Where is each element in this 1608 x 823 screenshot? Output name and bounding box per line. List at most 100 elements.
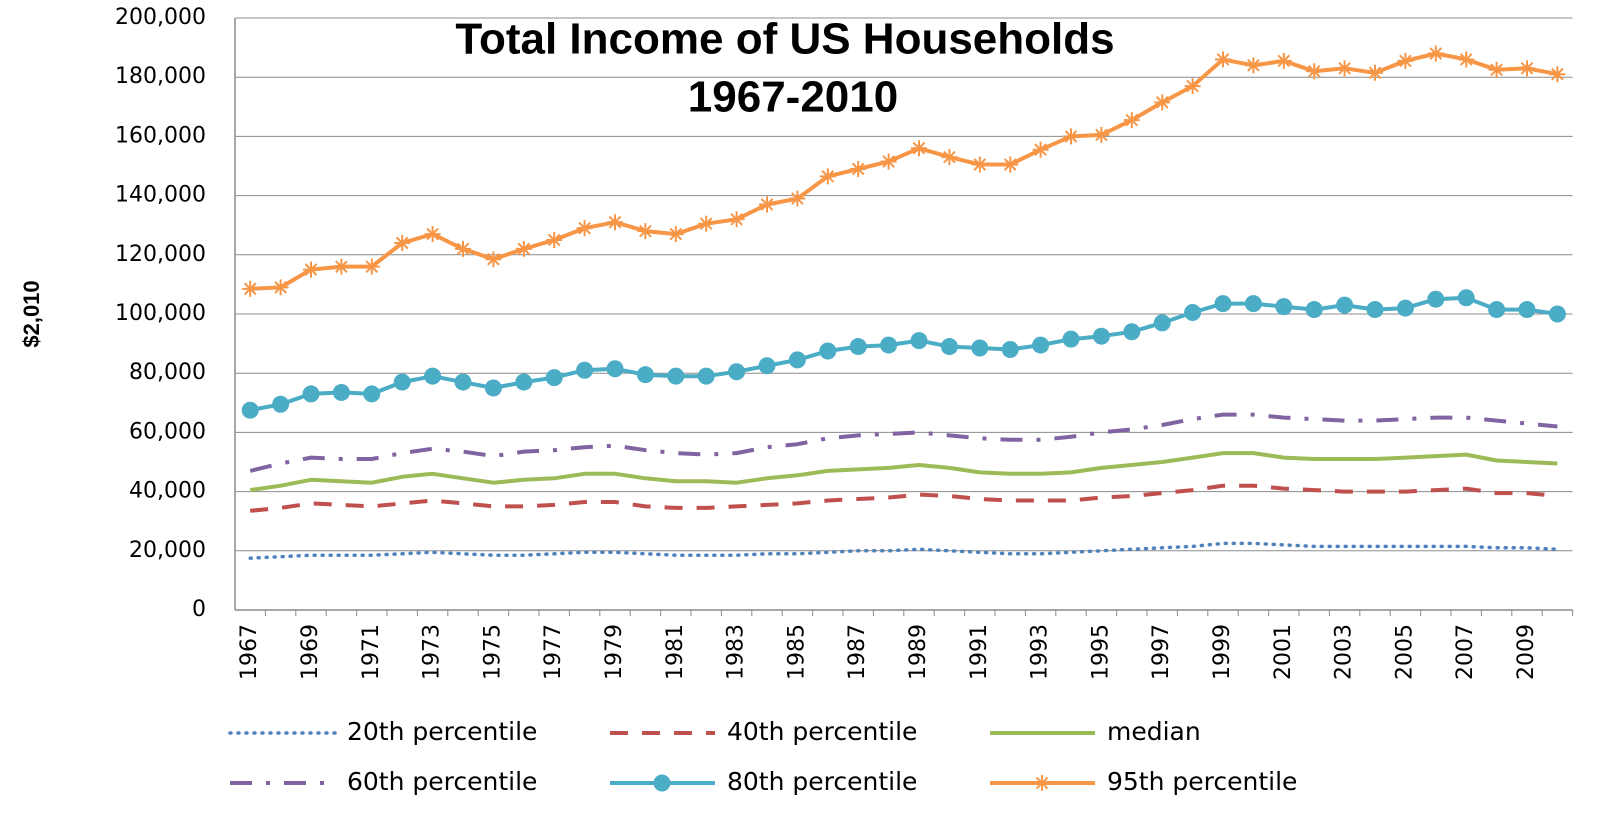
y-tick-label: 120,000 [115, 242, 206, 267]
point-stroke [912, 141, 926, 155]
point-stroke [791, 192, 804, 205]
point [1488, 301, 1506, 319]
point [1275, 52, 1292, 69]
point [393, 373, 411, 391]
point [302, 385, 320, 403]
point [1184, 78, 1201, 95]
point-stroke [1277, 54, 1291, 68]
point [545, 369, 563, 387]
point [728, 211, 745, 228]
point [697, 367, 715, 385]
point [606, 360, 624, 378]
y-tick-label: 100,000 [115, 301, 206, 326]
point [1123, 112, 1140, 129]
chart-subtitle: 1967-2010 [688, 73, 898, 122]
point [653, 774, 671, 792]
point [1548, 305, 1566, 323]
point [819, 168, 836, 185]
point [1184, 304, 1202, 322]
point-stroke [1520, 62, 1534, 75]
legend-label: median [1107, 717, 1201, 746]
point [1305, 301, 1323, 319]
point [880, 153, 897, 170]
x-tick-label: 1981 [663, 624, 688, 680]
line [249, 451, 1558, 493]
point-stroke [1186, 79, 1199, 93]
x-tick-label: 2009 [1514, 624, 1539, 680]
point-stroke [335, 260, 348, 273]
x-tick-label: 1979 [602, 624, 627, 680]
point [332, 383, 350, 401]
point [789, 190, 806, 207]
line [250, 51, 1558, 291]
x-tick-label: 2005 [1392, 624, 1417, 680]
point [515, 373, 533, 391]
point [454, 373, 472, 391]
point [698, 215, 715, 232]
point-stroke [1551, 67, 1564, 81]
x-tick-label: 1997 [1149, 624, 1174, 680]
point [728, 363, 746, 381]
point-stroke [456, 242, 470, 256]
x-tick-label: 2007 [1453, 624, 1478, 680]
point [971, 339, 989, 357]
point-stroke [1095, 128, 1108, 142]
point [1519, 60, 1535, 77]
point [485, 251, 502, 268]
point [1123, 323, 1141, 341]
point-stroke [274, 281, 287, 294]
x-tick-label: 2003 [1332, 624, 1357, 680]
point [576, 361, 594, 379]
x-tick-label: 1985 [784, 624, 809, 680]
x-tick-label: 2001 [1271, 624, 1296, 680]
point [667, 226, 684, 243]
x-tick-label: 1991 [967, 624, 992, 680]
point-stroke [1459, 53, 1473, 66]
point-stroke [578, 221, 591, 235]
point-stroke [1368, 66, 1382, 80]
point [1154, 94, 1171, 111]
point [637, 223, 654, 240]
point [1518, 301, 1536, 319]
x-tick-label: 1993 [1028, 624, 1053, 680]
point [1214, 295, 1232, 313]
y-tick-label: 0 [192, 597, 206, 622]
point-stroke [1490, 63, 1503, 77]
point [1275, 298, 1293, 316]
point [788, 351, 806, 369]
point-stroke [669, 227, 683, 241]
point-stroke [730, 212, 743, 226]
point [667, 367, 685, 385]
y-tick-label: 200,000 [115, 5, 206, 30]
legend-label: 80th percentile [727, 767, 917, 796]
series [248, 541, 1560, 560]
line [249, 295, 1558, 413]
point [1063, 128, 1079, 145]
point [455, 240, 471, 257]
point [272, 395, 290, 413]
point [363, 385, 381, 403]
legend-label: 20th percentile [347, 717, 537, 746]
point-stroke [760, 198, 774, 211]
point [1458, 51, 1475, 68]
line [249, 412, 1558, 473]
point [424, 367, 442, 385]
point-stroke [304, 263, 318, 276]
y-tick-label: 60,000 [129, 419, 206, 444]
point [1397, 52, 1414, 69]
point-stroke [882, 155, 895, 168]
point-stroke [608, 215, 622, 229]
point [1002, 156, 1019, 173]
point [759, 196, 775, 213]
point [241, 401, 259, 419]
y-tick-label: 140,000 [115, 183, 206, 208]
x-tick-label: 1983 [724, 624, 749, 680]
point [636, 366, 654, 384]
x-tick-label: 1989 [906, 624, 931, 680]
point [576, 220, 593, 237]
x-tick-label: 1969 [298, 624, 323, 680]
point-stroke [395, 236, 409, 250]
point [910, 332, 928, 350]
point [272, 279, 289, 296]
point-stroke [699, 217, 713, 231]
